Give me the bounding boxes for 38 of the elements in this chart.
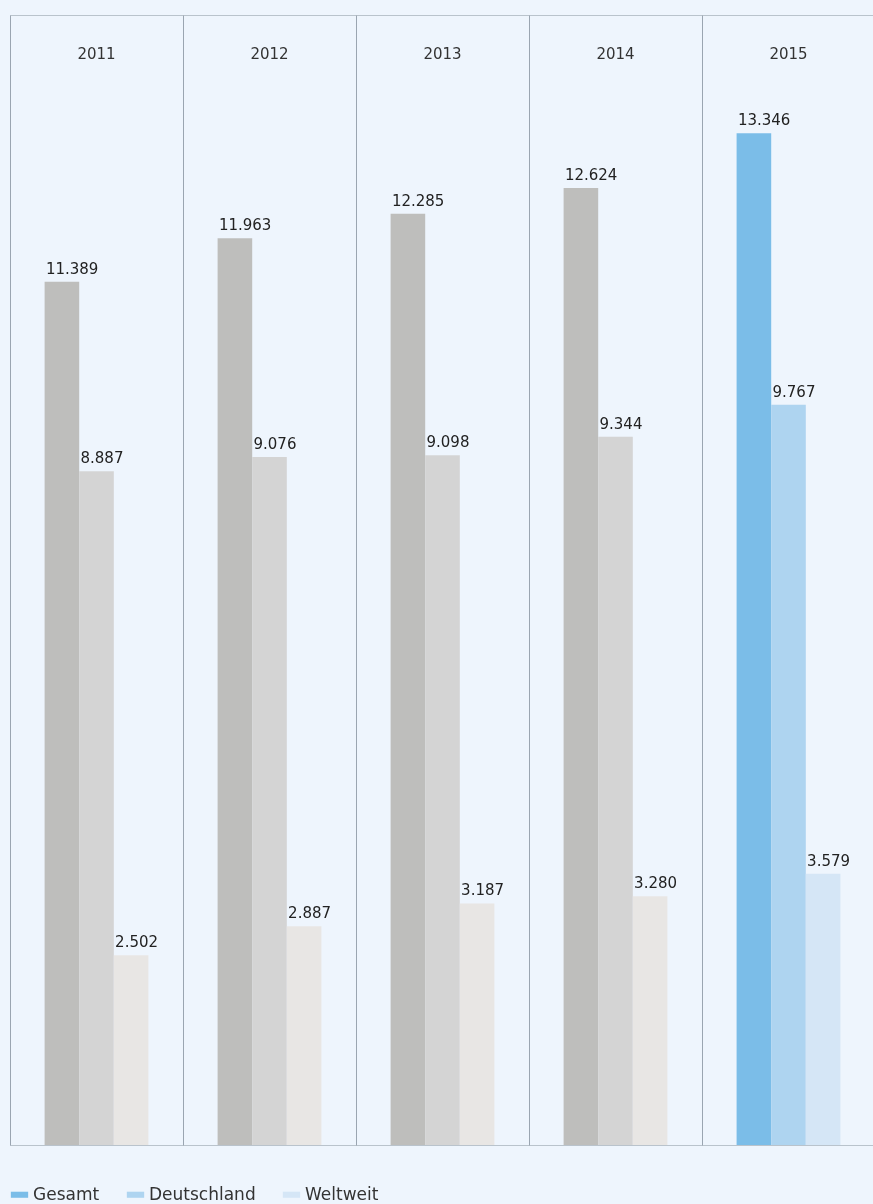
bar: [390, 213, 426, 1145]
bar: [563, 188, 599, 1145]
data-label: 9.098: [426, 433, 470, 452]
bar: [252, 457, 287, 1145]
legend-label: Weltweit: [305, 1183, 379, 1204]
data-label: 12.624: [564, 166, 618, 185]
data-label: 9.767: [772, 382, 816, 401]
bar: [425, 455, 460, 1145]
x-tick-label: 2012: [250, 44, 289, 63]
data-label: 3.187: [461, 881, 505, 900]
bar: [286, 926, 322, 1145]
x-tick-label: 2014: [596, 44, 635, 63]
bar: [217, 238, 253, 1145]
data-label: 3.579: [807, 851, 851, 870]
bar: [113, 955, 149, 1145]
data-label: 8.887: [80, 449, 124, 468]
bar: [632, 896, 668, 1145]
bar: [598, 436, 633, 1145]
x-tick-label: 2015: [769, 44, 808, 63]
legend-label: Gesamt: [33, 1183, 100, 1204]
data-label: 9.076: [253, 435, 297, 454]
x-tick-label: 2013: [423, 44, 462, 63]
data-label: 2.887: [288, 904, 332, 923]
bar: [79, 471, 114, 1145]
data-label: 2.502: [115, 933, 159, 952]
bar: [736, 133, 772, 1145]
bar: [805, 873, 841, 1145]
legend-label: Deutschland: [149, 1183, 256, 1204]
data-label: 11.963: [218, 216, 272, 235]
data-label: 9.344: [599, 414, 643, 433]
bar: [771, 404, 806, 1145]
data-label: 11.389: [45, 259, 99, 278]
bar: [44, 281, 80, 1145]
data-label: 3.280: [634, 874, 678, 893]
x-tick-label: 2011: [77, 44, 116, 63]
data-label: 13.346: [737, 111, 791, 130]
data-label: 12.285: [391, 191, 445, 210]
bar: [459, 903, 495, 1145]
